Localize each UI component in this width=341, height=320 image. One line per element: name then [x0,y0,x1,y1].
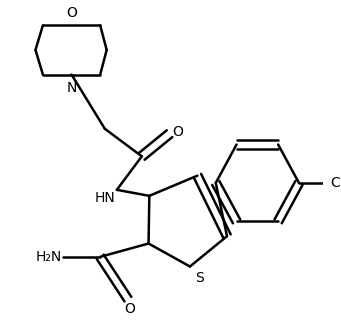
Text: N: N [66,81,77,95]
Text: O: O [173,125,183,139]
Text: Cl: Cl [330,176,341,190]
Text: H₂N: H₂N [35,250,62,264]
Text: O: O [66,6,77,20]
Text: S: S [195,271,204,285]
Text: O: O [124,302,135,316]
Text: HN: HN [94,191,115,205]
